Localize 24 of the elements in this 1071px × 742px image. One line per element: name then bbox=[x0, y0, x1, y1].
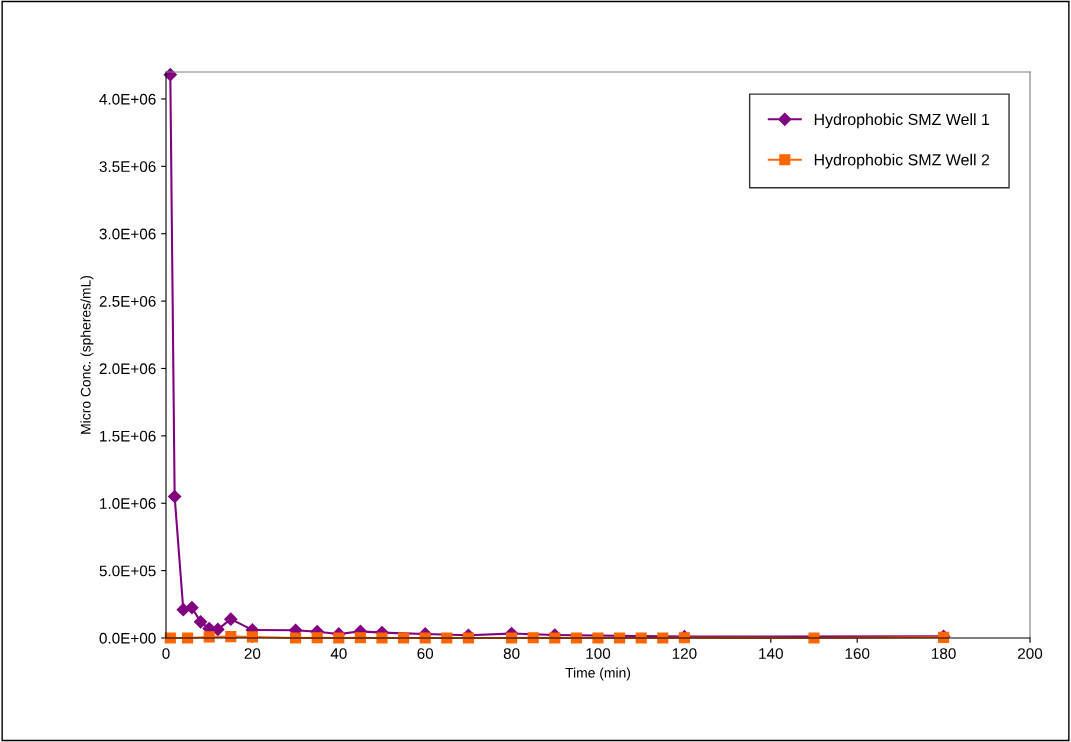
x-tick-label: 40 bbox=[330, 648, 347, 659]
y-tick-label: 5.0E+05 bbox=[99, 565, 156, 577]
x-tick-label: 100 bbox=[586, 648, 611, 659]
y-tick-label: 1.0E+06 bbox=[100, 498, 156, 509]
x-tick-label: 140 bbox=[759, 648, 783, 659]
legend-label: Hydrophobic SMZ Well 1 bbox=[814, 113, 990, 129]
x-tick-label: 0 bbox=[162, 648, 170, 659]
x-tick-label: 60 bbox=[417, 648, 434, 659]
y-tick-label: 0.0E+00 bbox=[99, 632, 156, 644]
y-tick-label: 2.5E+06 bbox=[99, 295, 156, 307]
x-tick-label: 200 bbox=[1018, 648, 1043, 659]
x-tick-label: 180 bbox=[932, 648, 956, 659]
x-axis-title: Time (min) bbox=[565, 667, 631, 681]
y-tick-label: 2.0E+06 bbox=[99, 363, 156, 375]
y-tick-label: 1.5E+06 bbox=[100, 430, 156, 442]
x-tick-label: 120 bbox=[672, 648, 697, 659]
y-tick-label: 3.0E+06 bbox=[99, 228, 156, 240]
legend-label: Hydrophobic SMZ Well 2 bbox=[814, 153, 990, 169]
y-tick-label: 4.0E+06 bbox=[99, 93, 156, 105]
x-tick-label: 160 bbox=[845, 648, 870, 659]
y-axis-title: Micro Conc. (spheres/mL) bbox=[80, 275, 94, 434]
x-tick-label: 20 bbox=[244, 648, 261, 659]
x-tick-label: 80 bbox=[503, 648, 520, 659]
y-tick-label: 3.5E+06 bbox=[99, 161, 156, 173]
